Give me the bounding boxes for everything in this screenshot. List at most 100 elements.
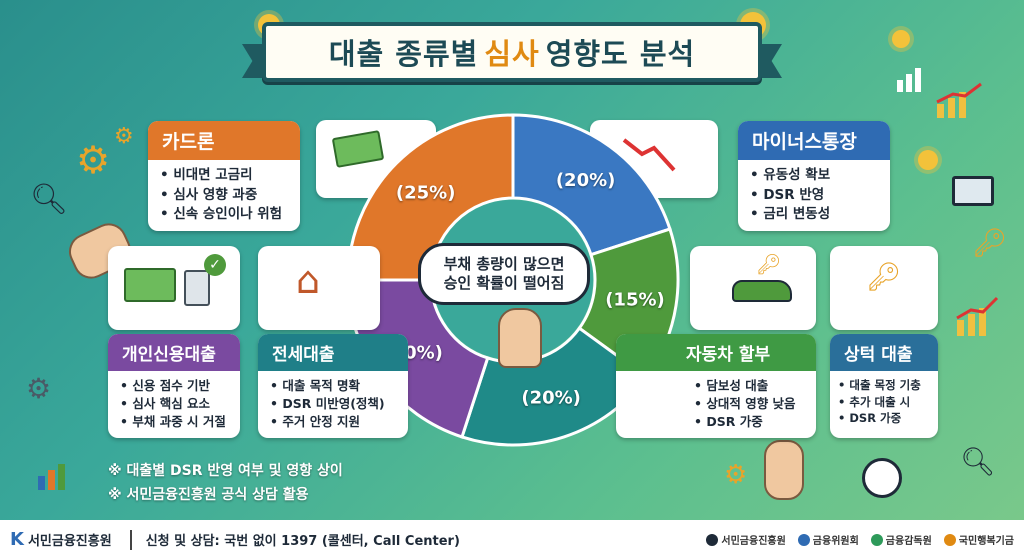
partner-name: 국민행복기금 [958, 536, 1014, 547]
monitor-icon [952, 176, 994, 206]
minus-account-title: 마이너스통장 [738, 121, 890, 160]
list-item: 신속 승인이나 위험 [160, 205, 288, 225]
house-icon: ⌂ [296, 258, 321, 302]
footer-partners: 서민금융진흥원 금융위원회 금융감독원 국민행복기금 [706, 532, 1014, 547]
pointing-hand-icon [764, 440, 804, 500]
cash-stack-icon [124, 268, 176, 302]
bar-chart-icon [897, 68, 921, 92]
gear-icon: ⚙ [114, 124, 134, 149]
partner-dot-icon [797, 533, 810, 546]
list-item: 신용 점수 기반 [120, 377, 228, 395]
list-item: 유동성 확보 [750, 166, 878, 186]
pie-slice-label: (15%) [605, 289, 665, 310]
list-item: 비대면 고금리 [160, 166, 288, 186]
list-item: 심사 핵심 요소 [120, 395, 228, 413]
gear-icon: ⚙ [724, 460, 748, 490]
magnifier-icon: 🔍︎ [30, 182, 69, 217]
car-illustration-card: 🔑︎ [690, 246, 816, 330]
key-icon: 🔑︎ [756, 252, 782, 276]
pie-slice-3 [460, 326, 649, 447]
calculator-icon [184, 270, 210, 306]
list-item: 대출 목적 명확 [270, 377, 396, 395]
card-loan-title: 카드론 [148, 121, 300, 160]
pointing-hand-icon [498, 308, 542, 368]
car-title: 자동차 할부 [616, 334, 816, 371]
list-item: 주거 안정 지원 [270, 413, 396, 431]
center-speech-bubble: 부채 총량이 많으면 승인 확률이 떨어짐 [418, 243, 590, 305]
logo-k-icon: K [10, 529, 24, 550]
partner-logo: 국민행복기금 [943, 532, 1014, 547]
list-item: 상대적 영향 낮음 [694, 395, 804, 413]
personal-credit-illustration-card: ✓ [108, 246, 240, 330]
bubble-line-1: 부채 총량이 많으면 [443, 254, 565, 273]
list-item: DSR 미반영(정책) [270, 395, 396, 413]
pie-slice-label: (20%) [556, 170, 616, 191]
jeonse-list: 대출 목적 명확 DSR 미반영(정책) 주거 안정 지원 [258, 371, 408, 437]
jeonse-illustration-card: ⌂ [258, 246, 380, 330]
mortgage-card: 상턱 대출 대출 목정 기충 추가 대출 시 DSR 가중 [830, 334, 938, 438]
partner-logo: 서민금융진흥원 [706, 532, 786, 547]
list-item: DSR 반영 [750, 186, 878, 206]
footer-logo: K 서민금융진흥원 [10, 529, 112, 550]
list-item: 추가 대출 시 [838, 394, 930, 411]
pie-slice-1 [511, 113, 672, 257]
down-trend-icon [622, 138, 676, 172]
list-item: 금리 변동성 [750, 205, 878, 225]
mortgage-title: 상턱 대출 [830, 334, 938, 371]
car-card: 자동차 할부 담보성 대출 상대적 영향 낮음 DSR 가중 [616, 334, 816, 438]
pie-slice-0 [346, 113, 515, 282]
car-list: 담보성 대출 상대적 영향 낮음 DSR 가중 [616, 371, 816, 437]
personal-credit-title: 개인신용대출 [108, 334, 240, 371]
list-item: 대출 목정 기충 [838, 377, 930, 394]
car-icon [732, 280, 792, 302]
list-item: 부채 과중 시 거절 [120, 413, 228, 431]
personal-credit-list: 신용 점수 기반 심사 핵심 요소 부채 과중 시 거절 [108, 371, 240, 437]
title-highlight: 심사 [484, 37, 540, 71]
card-loan-list: 비대면 고금리 심사 영향 과중 신속 승인이나 위험 [148, 160, 300, 231]
card-loan-card: 카드론 비대면 고금리 심사 영향 과중 신속 승인이나 위험 [148, 121, 300, 231]
partner-dot-icon [943, 533, 956, 546]
title-prefix: 대출 종류별 [328, 37, 479, 71]
mortgage-illustration-card: 🔑︎ [830, 246, 938, 330]
partner-logo: 금융감독원 [870, 532, 932, 547]
magnifier-icon: 🔍︎ [960, 445, 996, 478]
footer-logo-text: 서민금융진흥원 [27, 534, 112, 549]
pie-slice-label: (20%) [521, 387, 581, 408]
pie-slice-label: (25%) [396, 183, 456, 204]
footer-bar: K 서민금융진흥원 신청 및 상담: 국번 없이 1397 (콜센터, Call… [0, 520, 1024, 559]
mortgage-list: 대출 목정 기충 추가 대출 시 DSR 가중 [830, 371, 938, 433]
note-consult: ※ 서민금융진흥원 공식 상담 활용 [108, 487, 309, 503]
bubble-line-2: 승인 확률이 떨어짐 [443, 274, 565, 292]
partner-logo: 금융위원회 [797, 532, 859, 547]
partner-dot-icon [706, 533, 719, 546]
sun-icon [892, 30, 910, 48]
gear-icon: ⚙ [76, 138, 111, 182]
gear-icon: ⚙ [26, 372, 52, 405]
list-item: 심사 영향 과중 [160, 186, 288, 206]
jeonse-title: 전세대출 [258, 334, 408, 371]
list-item: DSR 가중 [838, 410, 930, 427]
check-icon: ✓ [204, 254, 226, 276]
bar-chart-icon [38, 464, 65, 490]
minus-account-list: 유동성 확보 DSR 반영 금리 변동성 [738, 160, 890, 231]
title-suffix: 영향도 분석 [545, 37, 696, 71]
partner-name: 금융위원회 [812, 536, 859, 547]
partner-name: 서민금융진흥원 [721, 536, 786, 547]
jeonse-card: 전세대출 대출 목적 명확 DSR 미반영(정책) 주거 안정 지원 [258, 334, 408, 438]
footer-contact: 신청 및 상담: 국번 없이 1397 (콜센터, Call Center) [145, 534, 460, 549]
growth-chart-icon [936, 82, 982, 118]
key-handover-icon: 🔑︎ [866, 260, 902, 293]
partner-name: 금융감독원 [885, 536, 932, 547]
list-item: 담보성 대출 [694, 377, 804, 395]
partner-dot-icon [870, 533, 883, 546]
sun-icon [918, 150, 938, 170]
note-dsr: ※ 대출별 DSR 반영 여부 및 영향 상이 [108, 463, 343, 479]
broken-clock-icon [862, 458, 902, 498]
page-title: 대출 종류별 심사 영향도 분석 [262, 22, 762, 82]
growth-chart-icon [956, 296, 999, 336]
footer-divider [129, 529, 132, 550]
minus-account-card: 마이너스통장 유동성 확보 DSR 반영 금리 변동성 [738, 121, 890, 231]
key-icon: 🔑︎ [972, 226, 1008, 259]
personal-credit-card: 개인신용대출 신용 점수 기반 심사 핵심 요소 부채 과중 시 거절 [108, 334, 240, 438]
list-item: DSR 가중 [694, 413, 804, 431]
